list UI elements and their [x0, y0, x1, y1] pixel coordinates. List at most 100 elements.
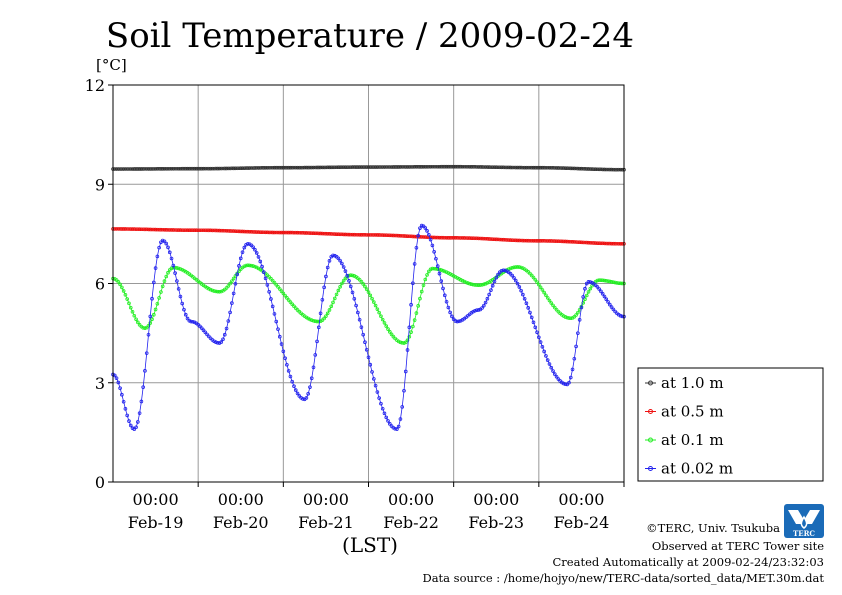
series-point: [189, 228, 193, 233]
series-point: [270, 278, 275, 283]
series-point: [315, 165, 319, 170]
series-point: [254, 265, 259, 270]
series-point: [435, 264, 440, 268]
series-point: [402, 388, 406, 393]
series-point: [389, 332, 394, 337]
series-point: [356, 232, 360, 237]
legend-label: at 1.0 m: [661, 374, 724, 392]
series-point: [361, 233, 365, 237]
series-point: [576, 166, 580, 171]
series-point: [384, 415, 389, 420]
series-point: [260, 230, 264, 235]
series-point: [144, 167, 149, 171]
y-axis-ticks: 0 3 6 9 12: [85, 76, 113, 492]
series-point: [136, 167, 140, 171]
series-point: [340, 232, 344, 237]
series-point: [263, 230, 268, 235]
series-point: [567, 166, 571, 171]
series-point: [263, 166, 268, 170]
series-point: [586, 280, 591, 284]
series-point: [396, 424, 401, 429]
series-point: [563, 315, 568, 319]
series-point: [389, 233, 394, 238]
series-point: [120, 167, 124, 171]
series-point: [180, 267, 185, 272]
series-point: [215, 289, 220, 294]
series-point: [375, 233, 380, 237]
series-point: [246, 166, 250, 170]
series-point: [460, 278, 465, 283]
series-point: [398, 165, 403, 169]
series-point: [616, 241, 621, 246]
series-point: [464, 164, 468, 169]
series-point: [164, 228, 169, 232]
series-point: [540, 288, 545, 292]
series-point: [400, 165, 405, 169]
series-point: [487, 237, 491, 241]
series-point: [293, 165, 298, 170]
series-point: [251, 166, 255, 170]
series-point: [387, 422, 392, 426]
series-point: [535, 165, 539, 170]
series-point: [427, 164, 431, 169]
series-point: [551, 166, 555, 170]
series-point: [581, 240, 585, 245]
series-point: [148, 167, 153, 171]
series-point: [306, 392, 310, 396]
series-point: [519, 265, 523, 270]
series-point: [368, 233, 373, 237]
series-point: [577, 240, 582, 245]
series-point: [604, 279, 609, 283]
series-point: [508, 266, 513, 271]
series-point: [306, 316, 310, 321]
series-point: [334, 292, 339, 297]
series-point: [249, 230, 254, 234]
series-point: [336, 256, 341, 261]
series-point: [127, 419, 131, 423]
series-point: [396, 339, 401, 344]
series-point: [522, 165, 527, 170]
series-point: [382, 233, 387, 237]
series-point: [242, 229, 247, 234]
series-point: [434, 256, 438, 261]
series-point: [341, 165, 346, 169]
series-point: [166, 270, 170, 275]
series-point: [169, 256, 174, 261]
series-point: [574, 344, 578, 349]
series-point: [471, 309, 475, 314]
series-point: [544, 239, 548, 243]
series-point: [483, 236, 488, 241]
series-point: [402, 341, 406, 345]
series-point: [556, 166, 561, 170]
series-point: [306, 231, 310, 235]
series-point: [325, 311, 330, 316]
series-point: [159, 240, 163, 245]
series-point: [446, 271, 451, 275]
series-point: [320, 231, 325, 236]
series-point: [192, 228, 197, 233]
series-point: [613, 309, 617, 314]
series-point: [292, 304, 296, 308]
series-point: [545, 165, 550, 170]
series-point: [503, 268, 507, 273]
series-point: [141, 325, 145, 330]
series-point: [207, 166, 211, 171]
series-point: [391, 334, 396, 339]
series-point: [331, 300, 335, 305]
series-point: [338, 258, 342, 263]
series-point: [224, 229, 229, 233]
series-point: [563, 239, 568, 244]
series-point: [522, 238, 527, 243]
series-point: [442, 293, 447, 298]
series-point: [363, 165, 367, 169]
series-point: [137, 323, 142, 327]
series-point: [492, 165, 497, 169]
series-point: [448, 272, 452, 276]
series-point: [173, 166, 177, 171]
series-point: [143, 326, 147, 330]
series-point: [409, 165, 413, 169]
series-point: [570, 240, 575, 244]
series-point: [121, 399, 126, 404]
series-point: [276, 285, 280, 289]
series-point: [529, 238, 534, 243]
